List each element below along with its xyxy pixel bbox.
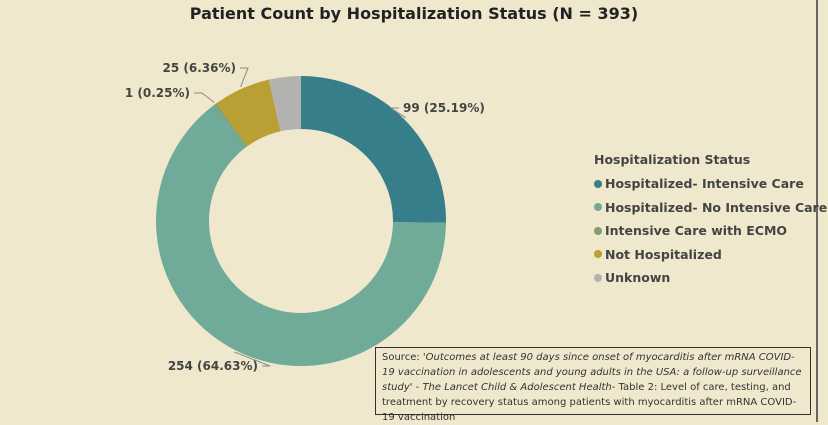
- donut-slice-2[interactable]: [214, 103, 248, 148]
- leader-line-0: [389, 107, 406, 119]
- legend-item[interactable]: Hospitalized- Intensive Care: [594, 172, 827, 196]
- source-detail: - Table 2: Level of care, testing, and t…: [382, 382, 797, 423]
- data-label-3: 25 (6.36%): [163, 61, 236, 75]
- leader-line-2: [194, 92, 215, 103]
- chart-title: Patient Count by Hospitalization Status …: [189, 4, 639, 23]
- donut-slice-4[interactable]: [268, 76, 301, 132]
- data-label-1: 254 (64.63%): [168, 359, 258, 373]
- source-prefix: Source:: [382, 352, 423, 363]
- legend-item[interactable]: Unknown: [594, 266, 827, 290]
- legend-label: Hospitalized- No Intensive Care: [605, 199, 828, 215]
- data-label-2: 1 (0.25%): [125, 86, 190, 100]
- legend-title: Hospitalization Status: [594, 152, 751, 167]
- leader-line-3: [240, 67, 249, 88]
- legend-label: Unknown: [605, 270, 671, 286]
- source-note: Source: 'Outcomes at least 90 days since…: [375, 347, 811, 423]
- legend-dot-icon: [594, 226, 602, 235]
- leader-line-1: [234, 351, 271, 367]
- source-citation: 'Outcomes at least 90 days since onset o…: [382, 352, 802, 393]
- legend-item[interactable]: Not Hospitalized: [594, 243, 827, 267]
- legend-dot-icon: [594, 250, 602, 259]
- donut-slice-1[interactable]: [156, 104, 446, 367]
- data-label-0: 99 (25.19%): [403, 101, 485, 115]
- legend-dot-icon: [594, 203, 602, 212]
- donut-slice-3[interactable]: [216, 79, 281, 147]
- legend-dot-icon: [594, 179, 602, 188]
- legend-item[interactable]: Hospitalized- No Intensive Care: [594, 196, 827, 220]
- donut-slice-0[interactable]: [301, 76, 446, 223]
- legend-label: Hospitalized- Intensive Care: [605, 176, 804, 192]
- legend: Hospitalization Status Hospitalized- Int…: [594, 152, 827, 290]
- legend-dot-icon: [594, 273, 602, 282]
- legend-item[interactable]: Intensive Care with ECMO: [594, 219, 827, 243]
- legend-label: Intensive Care with ECMO: [605, 223, 788, 239]
- legend-label: Not Hospitalized: [605, 246, 722, 262]
